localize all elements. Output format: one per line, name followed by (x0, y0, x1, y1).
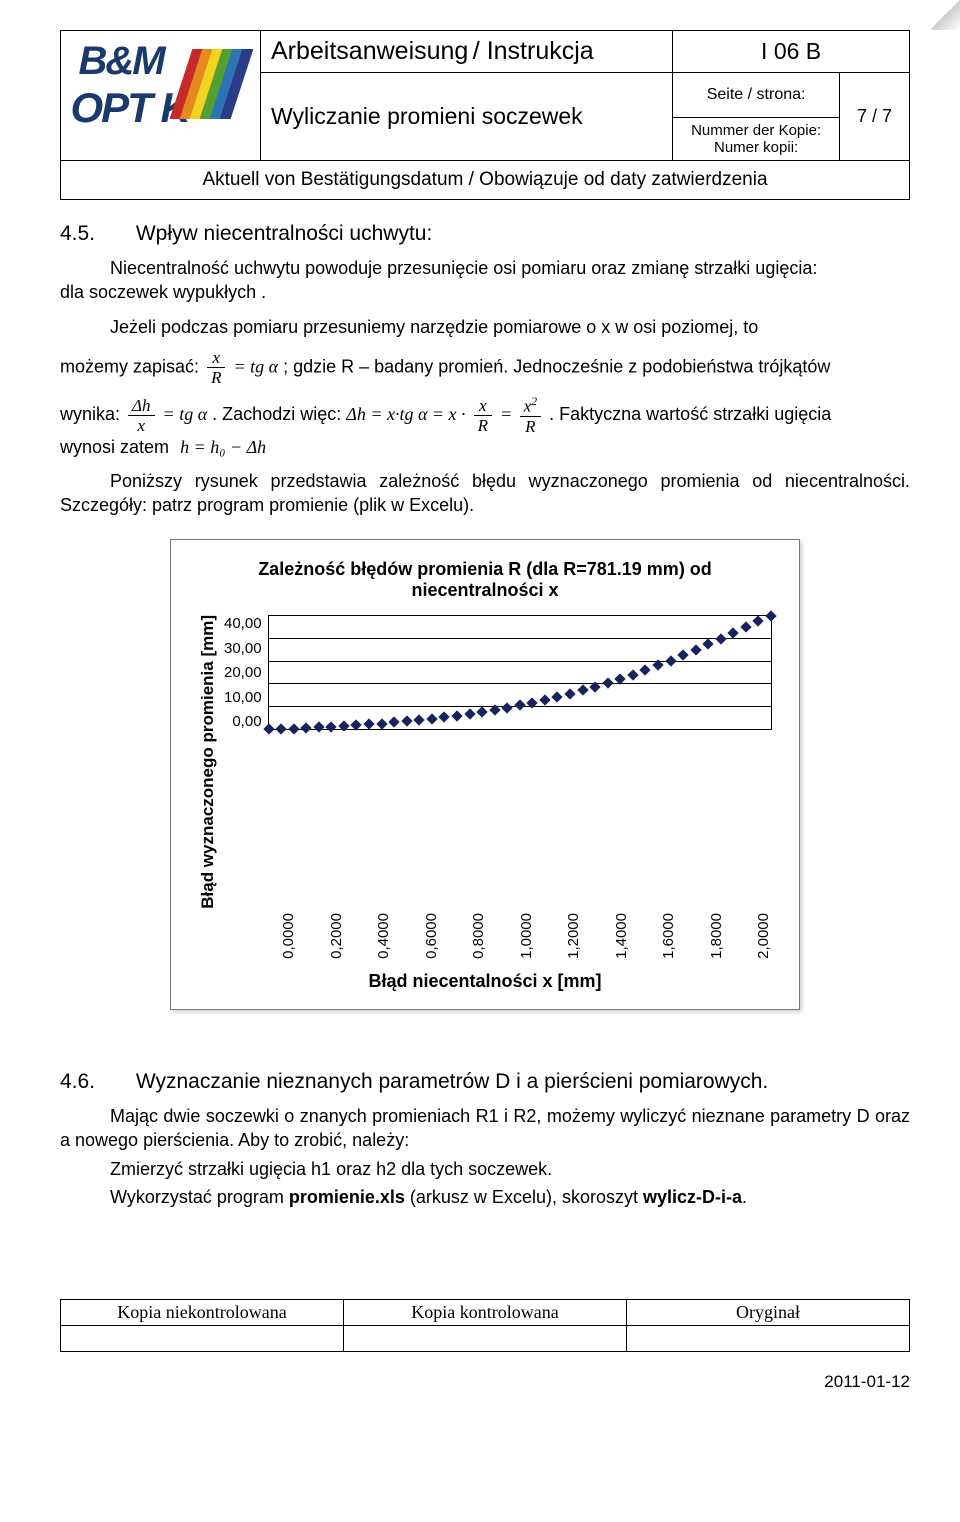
xtick: 0,6000 (423, 913, 440, 959)
xtick: 2,0000 (755, 913, 772, 959)
xtick: 0,2000 (328, 913, 345, 959)
chart-marker (690, 644, 701, 655)
chart-marker (451, 710, 462, 721)
ytick: 10,00 (224, 689, 262, 706)
doc-code: I 06 B (673, 31, 910, 73)
s45-p1: Niecentralność uchwytu powoduje przesuni… (60, 256, 910, 305)
gridline (269, 638, 771, 639)
aktuell-text: Aktuell von Bestätigungsdatum / Obowiązu… (61, 161, 910, 200)
section-4-5-heading: 4.5. Wpływ niecentralności uchwytu: (60, 222, 910, 246)
chart-marker (627, 669, 638, 680)
chart-title: Zależność błędów promienia R (dla R=781.… (198, 559, 772, 601)
chart-marker (414, 715, 425, 726)
chart-marker (665, 655, 676, 666)
ytick: 0,00 (224, 713, 262, 730)
chart-marker (728, 627, 739, 638)
ytick: 30,00 (224, 640, 262, 657)
frac-x-R: xR (207, 349, 225, 386)
chart-marker (703, 639, 714, 650)
chart-marker (476, 706, 487, 717)
chart-marker (301, 722, 312, 733)
frac-x2-R: x2R (520, 396, 542, 435)
chart-marker (502, 702, 513, 713)
title-pl: Instrukcja (487, 37, 594, 65)
chart-marker (539, 694, 550, 705)
chart-marker (715, 633, 726, 644)
footer-date: 2011-01-12 (60, 1372, 910, 1392)
chart-marker (326, 721, 337, 732)
logo-optik-text: OPT K (71, 87, 189, 129)
s45-p2a: Jeżeli podczas pomiaru przesuniemy narzę… (60, 315, 910, 339)
chart-marker (514, 700, 525, 711)
chart-marker (313, 722, 324, 733)
chart-marker (740, 621, 751, 632)
doc-header-table: B&M OPT K Arbeitsanweisung / Instrukcja … (60, 30, 910, 200)
chart-marker (677, 650, 688, 661)
chart-marker (338, 720, 349, 731)
xtick: 1,0000 (518, 913, 535, 959)
footer-c3: Oryginał (627, 1300, 910, 1326)
nummer-label: Nummer der Kopie: Numer kopii: (673, 118, 840, 161)
page-corner-fold (930, 0, 960, 30)
chart-marker (388, 717, 399, 728)
xtick: 1,4000 (613, 913, 630, 959)
section-4-6-heading: 4.6. Wyznaczanie nieznanych parametrów D… (60, 1070, 910, 1094)
chart-marker (363, 719, 374, 730)
ytick: 20,00 (224, 664, 262, 681)
xtick: 0,0000 (280, 913, 297, 959)
s45-p4: Poniższy rysunek przedstawia zależność b… (60, 469, 910, 518)
logo-cell: B&M OPT K (61, 31, 261, 161)
frac-x-R-2: xR (474, 397, 492, 434)
footer-table: Kopia niekontrolowana Kopia kontrolowana… (60, 1299, 910, 1352)
s45-p2b: możemy zapisać: xR = tg α ; gdzie R – ba… (60, 349, 910, 386)
chart-marker (602, 677, 613, 688)
chart-marker (288, 723, 299, 734)
chart-marker (426, 713, 437, 724)
s46-p1: Mając dwie soczewki o znanych promieniac… (60, 1104, 910, 1153)
chart-yticks: 40,00 30,00 20,00 10,00 0,00 (224, 615, 268, 730)
chart-marker (439, 712, 450, 723)
s45-p3: wynika: Δhx = tg α . Zachodzi więc: Δh =… (60, 396, 910, 459)
chart-xticks: 0,0000 0,2000 0,4000 0,6000 0,8000 1,0000 1,20… (280, 913, 772, 959)
chart-marker (753, 615, 764, 626)
subtitle-cell: Wyliczanie promieni soczewek (261, 73, 673, 161)
xtick: 0,8000 (470, 913, 487, 959)
frac-dh-x: Δhx (128, 397, 154, 434)
logo: B&M OPT K (71, 41, 251, 151)
chart-marker (564, 688, 575, 699)
chart-marker (401, 716, 412, 727)
footer-c1: Kopia niekontrolowana (61, 1300, 344, 1326)
chart-box: Zależność błędów promienia R (dla R=781.… (170, 539, 800, 1010)
seite-label: Seite / strona: (673, 73, 840, 118)
title-de: Arbeitsanweisung (271, 37, 468, 65)
page-number: 7 / 7 (840, 73, 910, 161)
chart-marker (765, 611, 776, 622)
chart-ylabel: Błąd wyznaczonego promienia [mm] (198, 615, 218, 909)
xtick: 1,2000 (565, 913, 582, 959)
xtick: 1,6000 (660, 913, 677, 959)
gridline (269, 661, 771, 662)
chart-marker (351, 720, 362, 731)
chart-marker (577, 685, 588, 696)
page: B&M OPT K Arbeitsanweisung / Instrukcja … (0, 0, 960, 1412)
gridline (269, 683, 771, 684)
chart-marker (464, 708, 475, 719)
xtick: 0,4000 (375, 913, 392, 959)
chart-plot-area (268, 615, 772, 730)
title-cell: Arbeitsanweisung / Instrukcja (261, 31, 673, 73)
chart-marker (275, 723, 286, 734)
s46-li2: Wykorzystać program promienie.xls (arkus… (110, 1185, 910, 1209)
chart-marker (552, 691, 563, 702)
ytick: 40,00 (224, 615, 262, 632)
footer-c2: Kopia kontrolowana (344, 1300, 627, 1326)
xtick: 1,8000 (708, 913, 725, 959)
s46-li1: Zmierzyć strzałki ugięcia h1 oraz h2 dla… (110, 1157, 910, 1181)
logo-bm-text: B&M (79, 41, 164, 81)
chart-marker (376, 718, 387, 729)
chart-xlabel: Błąd niecentalności x [mm] (198, 971, 772, 992)
subtitle: Wyliczanie promieni soczewek (271, 103, 583, 129)
chart-marker (640, 665, 651, 676)
